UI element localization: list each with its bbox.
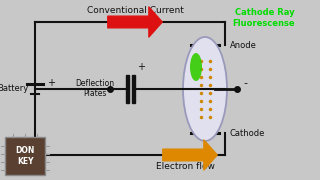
Text: -: - [243,78,247,89]
Text: Cathode: Cathode [230,129,265,138]
Text: Deflection
Plates: Deflection Plates [76,79,115,98]
Text: Anode: Anode [230,40,257,50]
Text: +: + [137,62,145,73]
Ellipse shape [183,37,227,141]
Text: DON
KEY: DON KEY [15,146,35,166]
Ellipse shape [190,53,202,81]
FancyBboxPatch shape [5,137,45,175]
Bar [132,75,135,102]
Text: +: + [47,78,55,89]
Text: Battery: Battery [0,84,28,93]
Text: Cathode Ray
Fluorescense: Cathode Ray Fluorescense [232,8,295,28]
Text: Electron flow: Electron flow [156,162,214,171]
Text: Conventional Current: Conventional Current [87,6,183,15]
Bar [126,75,129,102]
